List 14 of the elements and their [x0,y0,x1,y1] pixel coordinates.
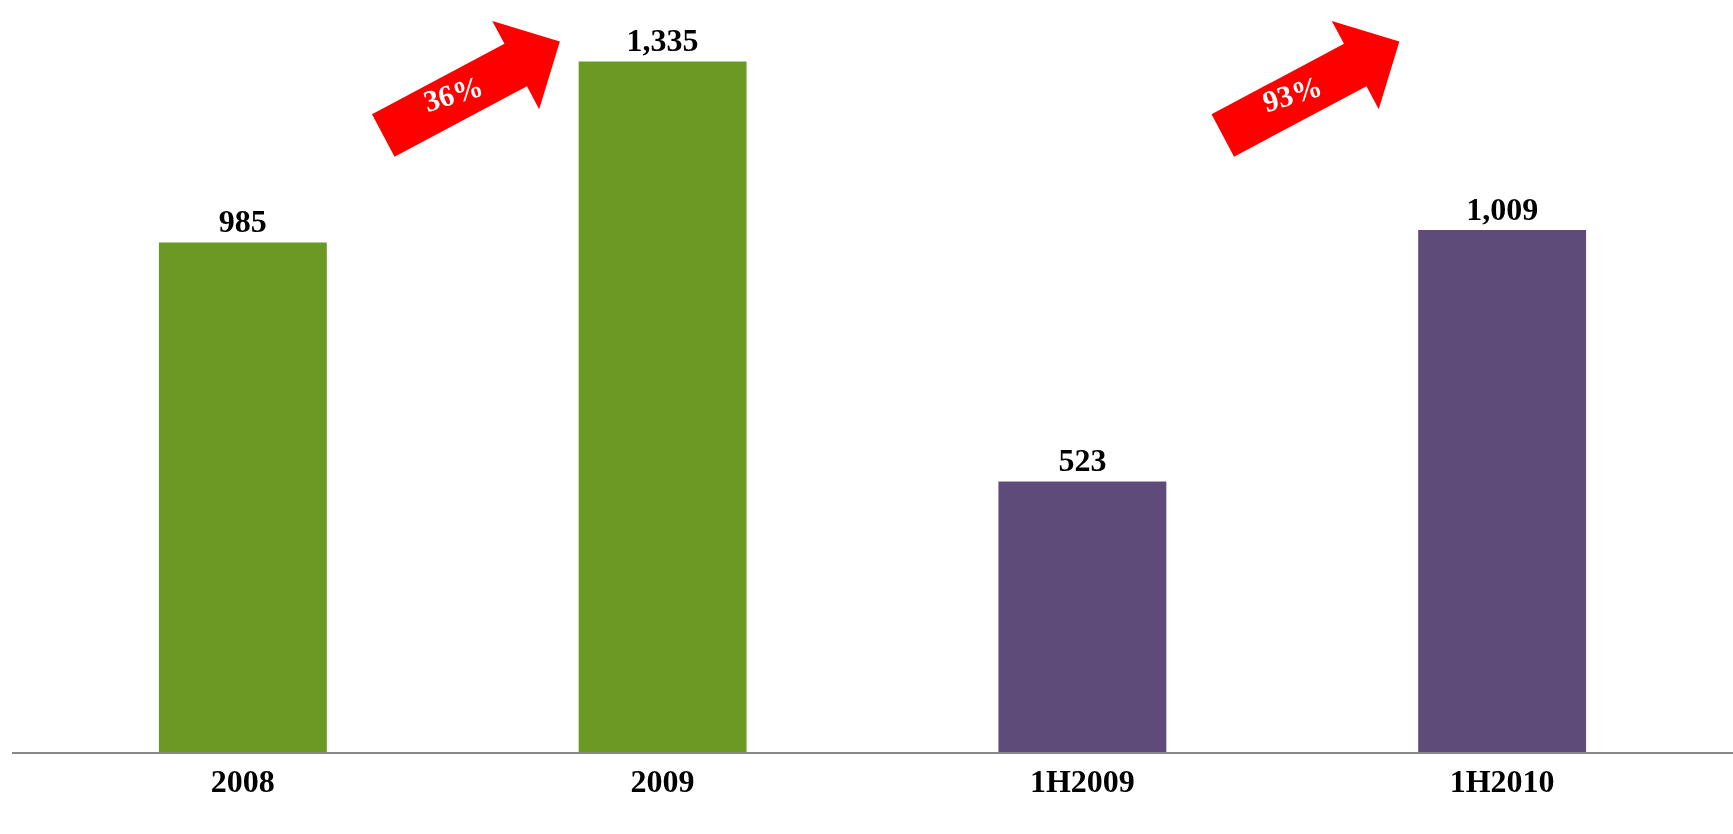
x-tick-label: 2009 [630,763,695,800]
annotation: 93% [1258,69,1326,119]
bar [158,242,327,752]
x-tick-label: 1H2009 [1029,763,1135,800]
x-tick-label: 2008 [210,763,275,800]
bar [578,61,747,752]
bar [1418,230,1587,752]
data-label: 1,009 [1466,191,1539,228]
bar [998,481,1167,752]
x-tick-label: 1H2010 [1449,763,1555,800]
data-label: 985 [218,203,267,240]
annotation: 36% [419,68,487,118]
data-label: 1,335 [626,22,699,59]
data-label: 523 [1058,442,1107,479]
